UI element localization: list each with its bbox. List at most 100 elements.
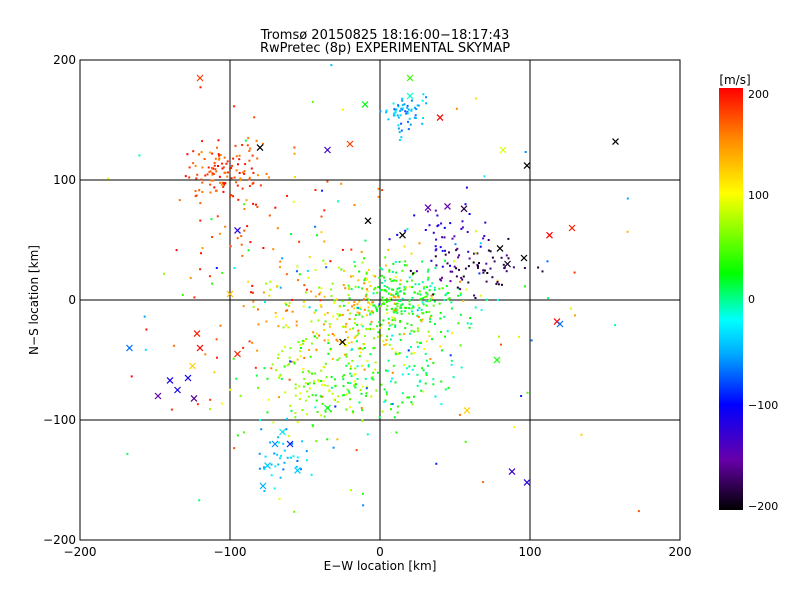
data-point (322, 323, 325, 326)
data-point (320, 287, 323, 290)
data-point (413, 330, 416, 333)
data-point (302, 305, 305, 308)
data-point (286, 364, 289, 367)
data-point (233, 176, 236, 179)
data-point (209, 183, 212, 186)
data-point (387, 322, 390, 324)
x-tick-label: 200 (669, 545, 692, 559)
data-point (405, 307, 407, 309)
data-point (237, 198, 240, 201)
data-point (198, 189, 201, 192)
data-point (291, 442, 294, 445)
data-point (403, 264, 406, 267)
data-point (398, 287, 401, 290)
data-point (296, 421, 299, 423)
data-point (314, 269, 317, 271)
data-point (399, 283, 401, 286)
data-point (351, 305, 354, 308)
data-point (181, 294, 184, 296)
data-point (212, 179, 215, 182)
data-point (255, 374, 258, 377)
data-point (255, 139, 258, 142)
data-point (277, 441, 280, 444)
data-point (206, 173, 209, 176)
data-point (305, 288, 308, 291)
data-point (343, 344, 346, 347)
data-point (444, 253, 447, 256)
data-point (359, 306, 362, 309)
data-point (453, 265, 456, 268)
data-point (408, 276, 411, 279)
data-point (248, 340, 251, 343)
data-point (322, 366, 325, 368)
data-point (256, 349, 259, 352)
data-point (296, 265, 299, 268)
cross-marker (196, 74, 204, 82)
data-point (381, 410, 384, 413)
data-point (336, 359, 339, 361)
colorbar-tick: 200 (748, 88, 769, 101)
data-point (389, 293, 392, 295)
data-point (432, 378, 435, 381)
data-point (350, 341, 353, 344)
data-point (229, 167, 231, 170)
data-point (204, 353, 207, 356)
data-point (329, 325, 331, 328)
data-point (345, 408, 348, 411)
data-point (376, 291, 379, 294)
data-point (428, 311, 431, 313)
data-point (461, 226, 464, 229)
data-point (389, 297, 392, 300)
data-point (305, 450, 308, 453)
data-point (319, 299, 322, 302)
data-point (379, 110, 382, 113)
data-point (404, 229, 407, 232)
data-point (325, 266, 328, 269)
data-point (299, 355, 302, 358)
data-point (426, 210, 429, 213)
data-point (367, 306, 370, 309)
data-point (259, 419, 262, 422)
data-point (348, 318, 351, 320)
data-point (487, 249, 490, 252)
data-point (257, 308, 259, 311)
data-point (269, 288, 272, 291)
data-point (263, 468, 266, 471)
data-point (262, 291, 265, 294)
data-point (364, 239, 367, 242)
data-point (308, 349, 311, 351)
data-point (229, 245, 232, 248)
data-point (276, 227, 279, 230)
data-point (341, 300, 344, 303)
data-point (397, 353, 400, 355)
data-point (422, 312, 425, 315)
data-point (342, 385, 345, 388)
data-point (330, 288, 332, 291)
data-point (188, 166, 191, 169)
data-point (306, 390, 309, 393)
data-point (345, 393, 348, 396)
data-point (451, 270, 454, 273)
data-point (335, 338, 338, 341)
data-point (297, 341, 300, 344)
data-point (342, 284, 345, 286)
data-point (399, 114, 402, 117)
data-point (266, 377, 269, 380)
data-point (372, 311, 375, 314)
data-point (250, 167, 253, 170)
data-point (433, 300, 436, 303)
data-point (258, 467, 261, 470)
data-point (423, 286, 426, 289)
data-point (396, 405, 399, 408)
data-point (474, 252, 477, 255)
data-point (284, 309, 287, 312)
data-point (209, 398, 212, 401)
data-point (422, 93, 425, 96)
data-point (285, 273, 288, 276)
data-point (348, 297, 351, 300)
data-point (366, 433, 369, 436)
data-point (518, 335, 520, 338)
data-point (441, 349, 443, 352)
data-point (359, 347, 362, 350)
data-point (474, 306, 477, 309)
